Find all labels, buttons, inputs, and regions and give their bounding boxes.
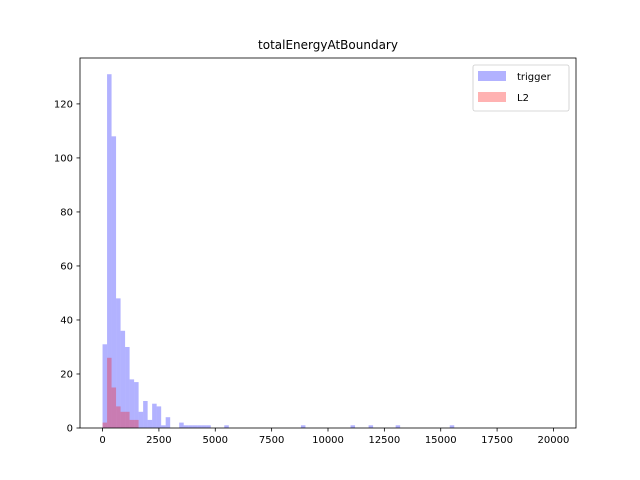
trigger-bar-26 bbox=[395, 425, 401, 428]
x-tick-label-5: 12500 bbox=[368, 435, 400, 446]
x-tick-label-0: 0 bbox=[99, 435, 105, 446]
trigger-bar-6 bbox=[129, 379, 135, 428]
y-tick-label-4: 80 bbox=[60, 207, 73, 218]
y-tick-label-1: 20 bbox=[60, 369, 73, 380]
trigger-bar-0 bbox=[102, 344, 108, 428]
x-tick-label-6: 15000 bbox=[425, 435, 457, 446]
chart-title: totalEnergyAtBoundary bbox=[258, 38, 398, 52]
trigger-bar-2 bbox=[111, 136, 117, 428]
L2-legend-label: L2 bbox=[517, 93, 529, 104]
trigger-bar-11 bbox=[152, 403, 157, 428]
x-tick-label-1: 2500 bbox=[146, 435, 171, 446]
trigger-bar-21 bbox=[206, 425, 211, 428]
y-tick-label-5: 100 bbox=[54, 153, 73, 164]
trigger-bar-7 bbox=[134, 382, 139, 428]
L2-bar-6 bbox=[129, 419, 135, 428]
L2-bar-2 bbox=[111, 387, 117, 428]
trigger-bar-23 bbox=[300, 425, 306, 428]
trigger-bar-24 bbox=[350, 425, 356, 428]
trigger-bar-16 bbox=[183, 425, 189, 428]
L2-bar-0 bbox=[102, 422, 108, 428]
trigger-bar-14 bbox=[165, 417, 171, 428]
y-axis: 0 20 40 60 80 100 120 bbox=[54, 99, 80, 435]
y-tick-label-3: 60 bbox=[60, 261, 73, 272]
trigger-bar-10 bbox=[147, 419, 153, 428]
trigger-bar-15 bbox=[179, 422, 184, 428]
trigger-legend-label: trigger bbox=[517, 72, 552, 83]
L2-bar-7 bbox=[134, 419, 139, 428]
legend-box bbox=[472, 64, 570, 112]
x-tick-label-2: 5000 bbox=[203, 435, 228, 446]
trigger-bar-13 bbox=[161, 425, 166, 428]
legend: trigger L2 bbox=[472, 64, 570, 112]
x-tick-label-3: 7500 bbox=[259, 435, 284, 446]
L2-bar-3 bbox=[116, 406, 121, 428]
L2-bar-1 bbox=[107, 357, 112, 428]
L2-bar-4 bbox=[120, 411, 126, 428]
L2-bar-5 bbox=[125, 411, 130, 428]
trigger-bar-4 bbox=[120, 330, 126, 428]
trigger-legend-swatch bbox=[478, 71, 506, 81]
bars-layer bbox=[102, 74, 455, 428]
trigger-bar-22 bbox=[224, 425, 229, 428]
trigger-bar-27 bbox=[449, 425, 455, 428]
y-tick-label-0: 0 bbox=[67, 424, 73, 435]
trigger-bar-12 bbox=[156, 406, 162, 428]
trigger-bar-5 bbox=[125, 346, 130, 428]
x-tick-label-4: 10000 bbox=[312, 435, 344, 446]
trigger-bar-3 bbox=[116, 298, 121, 428]
x-tick-label-8: 20000 bbox=[538, 435, 570, 446]
trigger-bar-19 bbox=[197, 425, 202, 428]
y-tick-label-6: 120 bbox=[54, 99, 73, 110]
trigger-bar-1 bbox=[107, 74, 112, 428]
trigger-bar-18 bbox=[192, 425, 198, 428]
x-tick-label-7: 17500 bbox=[481, 435, 513, 446]
y-tick-label-2: 40 bbox=[60, 315, 73, 326]
trigger-bar-17 bbox=[188, 425, 193, 428]
x-axis: 0 2500 5000 7500 10000 12500 15000 17500 20000 bbox=[99, 428, 569, 446]
L2-legend-swatch bbox=[478, 92, 506, 102]
trigger-bar-9 bbox=[143, 400, 148, 428]
trigger-bar-8 bbox=[138, 411, 144, 428]
trigger-bar-20 bbox=[201, 425, 207, 428]
trigger-bar-25 bbox=[368, 425, 374, 428]
